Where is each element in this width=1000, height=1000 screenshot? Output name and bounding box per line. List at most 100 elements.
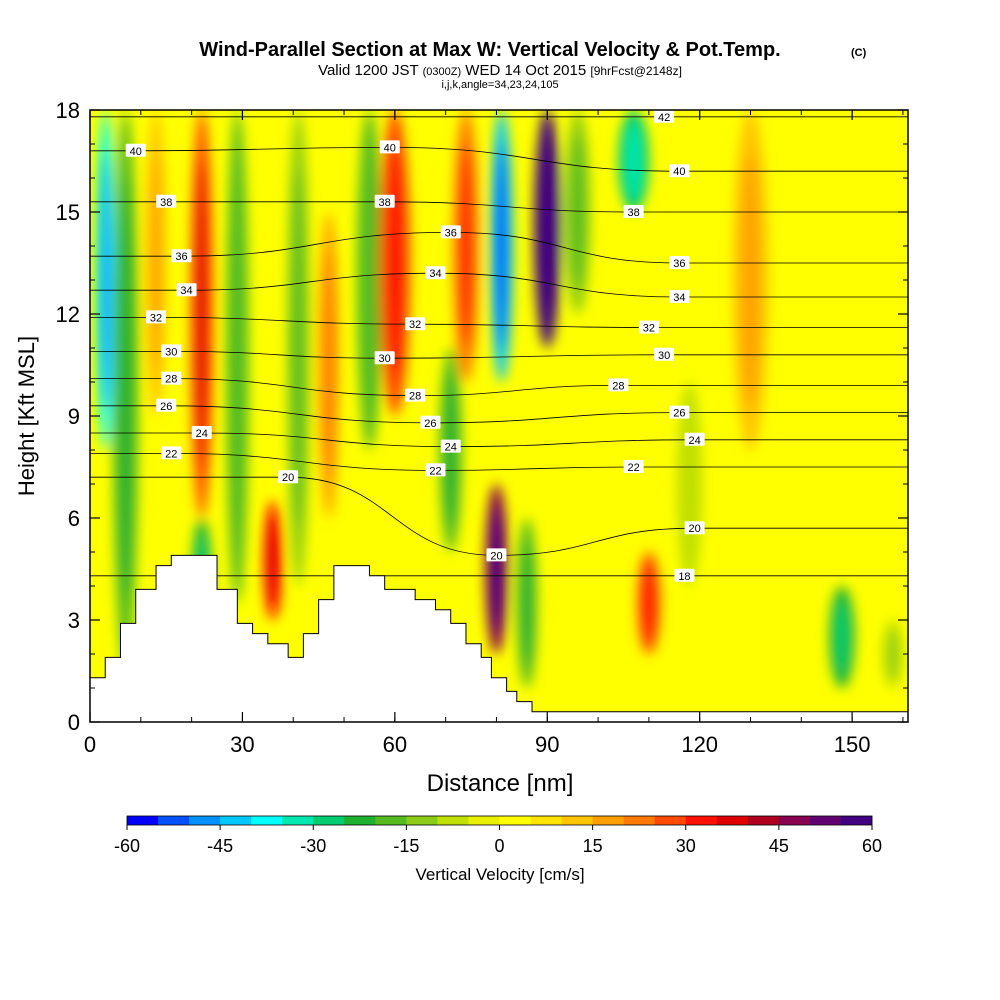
contour-label-text: 40 <box>673 166 685 178</box>
contour-label-32: 22 <box>623 460 644 474</box>
contour-label-15: 32 <box>405 317 426 331</box>
contour-label-1: 38 <box>156 194 177 209</box>
contour-label-text: 22 <box>165 448 177 460</box>
colorbar-swatch-3 <box>220 816 252 825</box>
terrain <box>90 554 908 722</box>
colorbar-swatch-17 <box>654 816 687 825</box>
contour-label-text: 28 <box>165 374 177 386</box>
velocity-core-6 <box>268 515 278 606</box>
colorbar-swatch-5 <box>282 816 314 825</box>
contour-label-21: 20 <box>486 548 507 562</box>
contour-label-text: 34 <box>180 285 192 297</box>
contour-label-27: 32 <box>638 320 659 335</box>
contour-label-17: 28 <box>405 388 426 403</box>
contour-label-34: 18 <box>674 568 695 583</box>
contour-label-text: 38 <box>379 197 391 209</box>
velocity-core-18 <box>626 122 642 200</box>
y-tick-label: 6 <box>68 506 80 531</box>
colorbar-swatch-4 <box>251 816 283 825</box>
chart-title: Wind-Parallel Section at Max W: Vertical… <box>199 39 780 61</box>
contour-label-25: 36 <box>669 256 690 270</box>
contour-label-text: 26 <box>673 408 685 420</box>
colorbar-swatch-9 <box>406 816 438 825</box>
valid-prefix: Valid 1200 JST <box>318 62 418 79</box>
contour-label-18: 26 <box>420 415 441 430</box>
contour-label-16: 30 <box>374 351 395 365</box>
colorbar-swatch-18 <box>685 816 718 825</box>
valid-utc: (0300Z) <box>423 66 462 78</box>
colorbar-swatch-7 <box>344 816 376 825</box>
colorbar-tick-label: 45 <box>769 836 789 856</box>
colorbar-tick-label: -45 <box>207 836 233 856</box>
contour-label-text: 24 <box>196 428 208 440</box>
contour-label-7: 26 <box>156 398 177 413</box>
colorbar-tick-label: -60 <box>114 836 140 856</box>
contour-label-text: 36 <box>175 251 187 263</box>
contour-label-19: 24 <box>440 439 461 454</box>
colorbar-swatch-13 <box>530 816 562 825</box>
contour-label-31: 24 <box>684 432 705 447</box>
forecast-info: [9hrFcst@2148z] <box>590 64 682 78</box>
contour-label-14: 34 <box>425 266 446 280</box>
x-tick-label: 150 <box>834 732 871 757</box>
velocity-core-1 <box>119 180 132 601</box>
contour-label-29: 28 <box>608 378 629 392</box>
velocity-core-15 <box>521 539 533 667</box>
colorbar-swatch-6 <box>313 816 345 825</box>
velocity-core-2 <box>150 148 162 378</box>
colorbar-swatch-1 <box>158 816 190 825</box>
contour-label-text: 32 <box>150 312 162 324</box>
x-tick-label: 30 <box>230 732 254 757</box>
x-tick-label: 0 <box>84 732 96 757</box>
contour-label-text: 28 <box>409 391 421 403</box>
contour-label-text: 40 <box>384 142 396 154</box>
y-tick-label: 12 <box>56 302 80 327</box>
plot-area: 40 38 36 34 32 30 28 26 24 22 20 40 38 36 34 32 30 28 26 24… <box>90 110 908 722</box>
velocity-core-16 <box>540 139 554 319</box>
velocity-core-20 <box>683 407 696 561</box>
colorbar-swatch-15 <box>592 816 624 825</box>
contour-labels: 40 38 36 34 32 30 28 26 24 22 20 40 38 36 34 32 30 28 26 24… <box>125 110 705 583</box>
contour-label-text: 34 <box>429 268 441 280</box>
contour-label-4: 32 <box>146 310 167 324</box>
contour-label-22: 42 <box>654 110 675 124</box>
colorbar-tick-label: 30 <box>676 836 696 856</box>
contour-label-33: 20 <box>684 521 705 535</box>
contour-label-3: 34 <box>176 283 197 297</box>
colorbar-swatch-8 <box>375 816 407 825</box>
y-tick-label: 18 <box>56 98 80 123</box>
velocity-core-0 <box>100 152 110 408</box>
contour-label-text: 20 <box>282 472 294 484</box>
x-tick-label: 120 <box>681 732 718 757</box>
contour-label-text: 38 <box>628 207 640 219</box>
y-tick-label: 0 <box>68 710 80 735</box>
contour-label-text: 30 <box>165 346 177 358</box>
contour-label-2: 36 <box>171 249 192 263</box>
contour-label-text: 22 <box>429 465 441 477</box>
colorbar-swatch-19 <box>716 816 749 825</box>
y-tick-label: 15 <box>56 200 80 225</box>
contour-label-9: 22 <box>161 446 182 460</box>
colorbar-swatch-14 <box>561 816 593 825</box>
contour-label-text: 30 <box>379 353 391 365</box>
contour-label-text: 36 <box>673 258 685 270</box>
velocity-core-21 <box>741 152 760 408</box>
contour-label-28: 30 <box>654 347 675 362</box>
contour-label-text: 30 <box>658 350 670 362</box>
contour-label-26: 34 <box>669 290 690 304</box>
contour-label-11: 40 <box>379 140 400 154</box>
contour-label-13: 36 <box>440 225 461 239</box>
contour-label-10: 20 <box>278 470 299 484</box>
velocity-core-3 <box>196 161 208 467</box>
contour-label-8: 24 <box>191 426 212 440</box>
colorbar-swatch-16 <box>623 816 656 825</box>
colorbar-tick-label: 0 <box>494 836 504 856</box>
x-axis-label: Distance [nm] <box>427 770 574 797</box>
velocity-core-14 <box>495 144 508 348</box>
colorbar-swatch-23 <box>840 816 873 825</box>
velocity-core-22 <box>835 598 849 676</box>
velocity-core-17 <box>571 135 585 289</box>
contour-label-0: 40 <box>125 143 146 158</box>
